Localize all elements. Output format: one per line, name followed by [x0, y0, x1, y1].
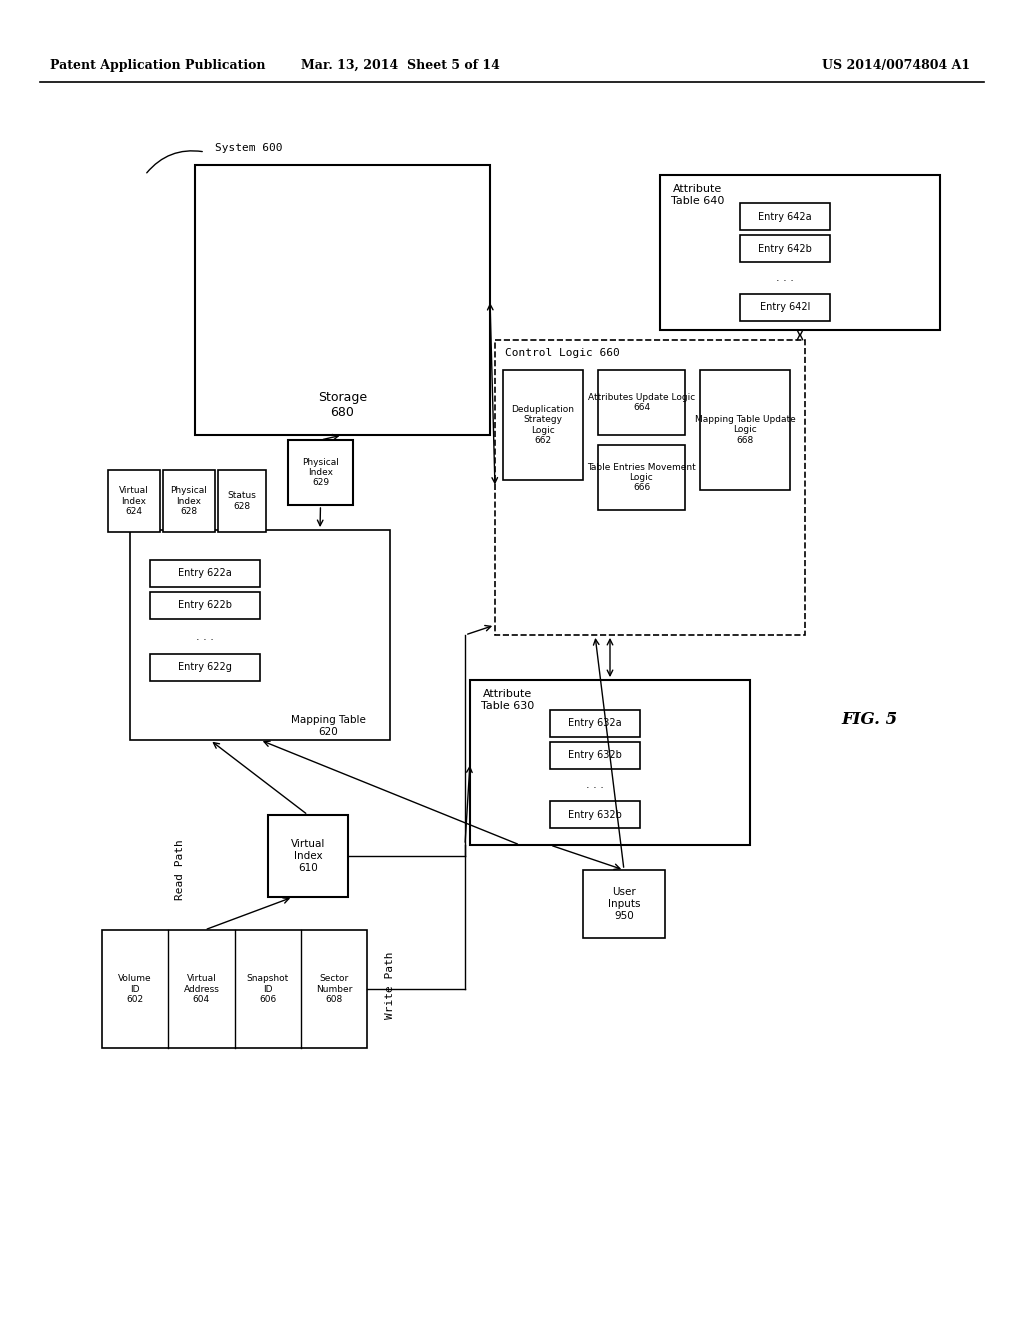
Text: Physical
Index
629: Physical Index 629	[302, 458, 339, 487]
Text: Entry 632b: Entry 632b	[568, 809, 622, 820]
Bar	[288, 440, 353, 506]
Text: Physical
Index
628: Physical Index 628	[171, 486, 208, 516]
Text: Read Path: Read Path	[175, 840, 185, 900]
Text: Attribute
Table 640: Attribute Table 640	[672, 185, 725, 206]
Bar	[150, 591, 260, 619]
Text: Mapping Table Update
Logic
668: Mapping Table Update Logic 668	[694, 414, 796, 445]
Text: FIG. 5: FIG. 5	[842, 711, 898, 729]
Bar	[550, 801, 640, 828]
Text: Entry 642a: Entry 642a	[758, 211, 812, 222]
Bar	[195, 165, 490, 436]
Bar	[583, 870, 665, 939]
Text: Status
628: Status 628	[227, 491, 256, 511]
Bar	[550, 710, 640, 737]
Bar	[470, 680, 750, 845]
Bar	[268, 814, 348, 898]
Text: Mapping Table
620: Mapping Table 620	[291, 715, 366, 737]
Text: Virtual
Address
604: Virtual Address 604	[183, 974, 219, 1005]
Text: Write Path: Write Path	[385, 952, 395, 1019]
Bar	[150, 560, 260, 587]
Text: Snapshot
ID
606: Snapshot ID 606	[247, 974, 289, 1005]
Bar	[740, 203, 830, 230]
Text: Patent Application Publication: Patent Application Publication	[50, 58, 265, 71]
Text: . . .: . . .	[776, 273, 794, 282]
Text: Control Logic 660: Control Logic 660	[505, 348, 620, 358]
Bar	[163, 470, 215, 532]
Text: . . .: . . .	[586, 780, 604, 789]
Text: Mar. 13, 2014  Sheet 5 of 14: Mar. 13, 2014 Sheet 5 of 14	[301, 58, 500, 71]
Bar	[130, 531, 390, 741]
Text: Entry 622a: Entry 622a	[178, 569, 231, 578]
Text: Deduplication
Strategy
Logic
662: Deduplication Strategy Logic 662	[512, 405, 574, 445]
Bar	[150, 653, 260, 681]
Bar	[660, 176, 940, 330]
Bar	[740, 235, 830, 261]
Text: Storage
680: Storage 680	[317, 391, 367, 418]
Text: Volume
ID
602: Volume ID 602	[119, 974, 152, 1005]
Text: Sector
Number
608: Sector Number 608	[315, 974, 352, 1005]
Text: System 600: System 600	[215, 143, 283, 153]
Text: Entry 632b: Entry 632b	[568, 751, 622, 760]
Bar	[503, 370, 583, 480]
Text: Attribute
Table 630: Attribute Table 630	[481, 689, 535, 710]
Bar	[740, 294, 830, 321]
Text: Entry 642b: Entry 642b	[758, 243, 812, 253]
Bar	[598, 370, 685, 436]
Text: Virtual
Index
610: Virtual Index 610	[291, 840, 326, 873]
Text: Entry 632a: Entry 632a	[568, 718, 622, 729]
Bar	[495, 341, 805, 635]
Bar	[598, 445, 685, 510]
Text: User
Inputs
950: User Inputs 950	[608, 887, 640, 920]
Bar	[700, 370, 790, 490]
Text: Entry 622b: Entry 622b	[178, 601, 232, 610]
Bar	[108, 470, 160, 532]
Bar	[218, 470, 266, 532]
Text: . . .: . . .	[196, 632, 214, 642]
Bar	[102, 931, 367, 1048]
Bar	[550, 742, 640, 770]
Text: Attributes Update Logic
664: Attributes Update Logic 664	[588, 393, 695, 412]
Text: Entry 622g: Entry 622g	[178, 663, 232, 672]
Text: Virtual
Index
624: Virtual Index 624	[119, 486, 148, 516]
Text: US 2014/0074804 A1: US 2014/0074804 A1	[822, 58, 970, 71]
Text: Entry 642l: Entry 642l	[760, 302, 810, 313]
Text: Table Entries Movement
Logic
666: Table Entries Movement Logic 666	[587, 462, 696, 492]
